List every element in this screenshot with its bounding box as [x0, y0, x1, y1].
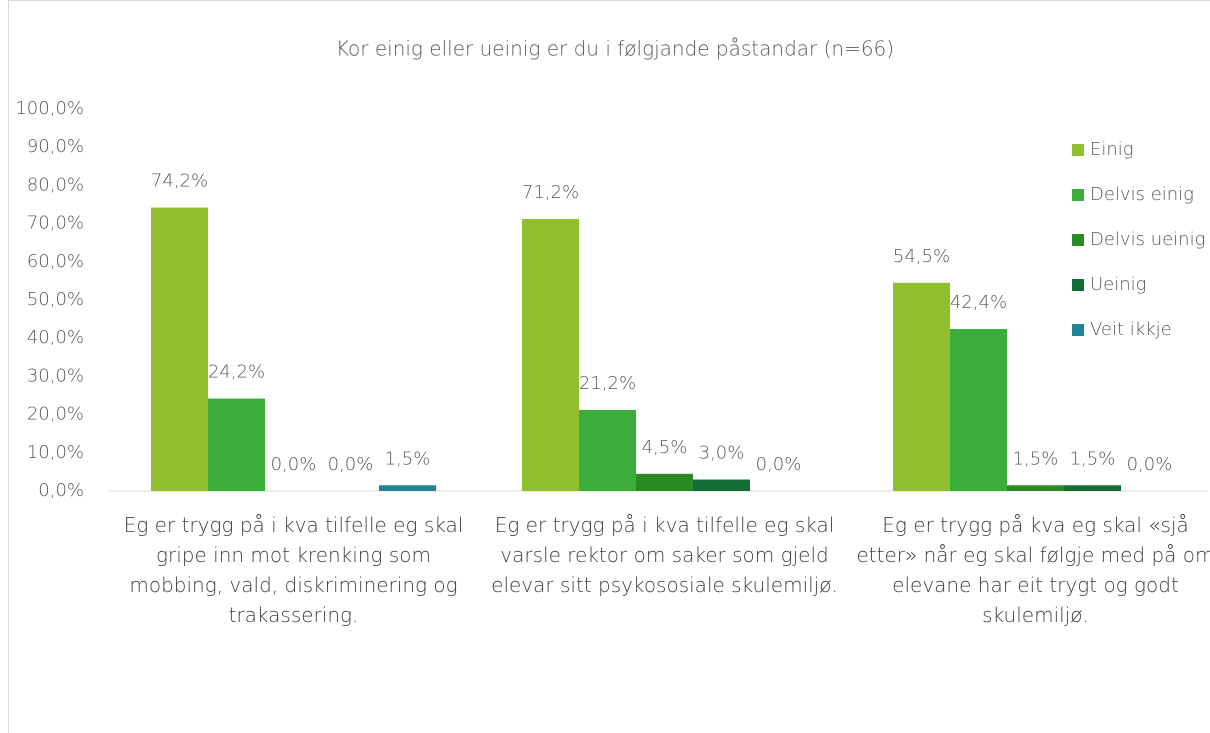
y-tick-label: 20,0% — [27, 404, 84, 425]
chart-border — [8, 0, 1210, 733]
y-tick-label: 50,0% — [27, 289, 84, 310]
y-tick-label: 70,0% — [27, 213, 84, 234]
chart-title: Kor einig eller ueinig er du i følgjande… — [336, 37, 894, 61]
data-label: 54,5% — [893, 246, 950, 267]
data-label: 0,0% — [328, 454, 374, 475]
y-tick-label: 100,0% — [15, 98, 84, 119]
legend-label: Delvis einig — [1090, 184, 1194, 205]
bar — [522, 219, 579, 492]
bar — [950, 329, 1007, 491]
y-tick-label: 10,0% — [27, 442, 84, 463]
bar — [1007, 485, 1064, 491]
legend-swatch — [1072, 234, 1084, 246]
y-tick-label: 0,0% — [38, 480, 84, 501]
data-label: 71,2% — [522, 182, 579, 203]
y-tick-label: 80,0% — [27, 174, 84, 195]
data-label: 4,5% — [642, 437, 688, 458]
data-label: 21,2% — [579, 373, 636, 394]
data-label: 1,5% — [1013, 448, 1059, 469]
legend-swatch — [1072, 279, 1084, 291]
bar — [579, 410, 636, 491]
data-label: 0,0% — [271, 454, 317, 475]
x-tick-label: Eg er trygg på kva eg skal «sjå etter» n… — [856, 513, 1210, 627]
bar — [151, 207, 208, 491]
data-label: 3,0% — [699, 443, 745, 464]
data-label: 1,5% — [385, 448, 431, 469]
data-label: 1,5% — [1070, 448, 1116, 469]
bar — [379, 485, 436, 491]
bar — [1064, 485, 1121, 491]
bar — [636, 473, 693, 491]
y-tick-label: 90,0% — [27, 136, 84, 157]
data-label: 42,4% — [950, 292, 1007, 313]
y-tick-label: 60,0% — [27, 251, 84, 272]
legend-label: Ueinig — [1090, 274, 1146, 295]
legend-swatch — [1072, 324, 1084, 336]
data-label: 74,2% — [151, 171, 208, 192]
bar — [693, 479, 750, 491]
x-tick-label: Eg er trygg på i kva tilfelle eg skal va… — [491, 513, 838, 597]
y-tick-label: 40,0% — [27, 327, 84, 348]
legend-label: Einig — [1090, 139, 1134, 160]
y-tick-label: 30,0% — [27, 365, 84, 386]
legend-label: Veit ikkje — [1090, 319, 1172, 340]
legend-swatch — [1072, 144, 1084, 156]
data-label: 24,2% — [208, 362, 265, 383]
x-tick-label: Eg er trygg på i kva tilfelle eg skal gr… — [123, 513, 464, 627]
legend-swatch — [1072, 189, 1084, 201]
data-label: 0,0% — [756, 454, 802, 475]
bar — [893, 282, 950, 491]
data-label: 0,0% — [1127, 454, 1173, 475]
bar — [208, 398, 265, 491]
legend-label: Delvis ueinig — [1090, 229, 1205, 250]
